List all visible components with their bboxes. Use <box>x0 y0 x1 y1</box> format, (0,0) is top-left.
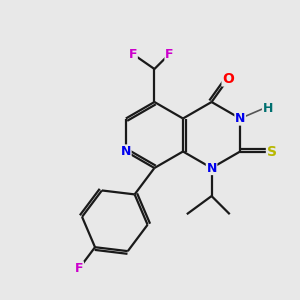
Text: F: F <box>165 48 173 61</box>
Text: H: H <box>262 102 273 115</box>
Text: N: N <box>121 145 131 158</box>
Text: S: S <box>266 145 277 158</box>
Text: O: O <box>222 72 234 86</box>
Text: N: N <box>206 161 217 175</box>
Text: F: F <box>75 262 83 275</box>
Text: N: N <box>235 112 245 125</box>
Text: F: F <box>129 48 137 61</box>
